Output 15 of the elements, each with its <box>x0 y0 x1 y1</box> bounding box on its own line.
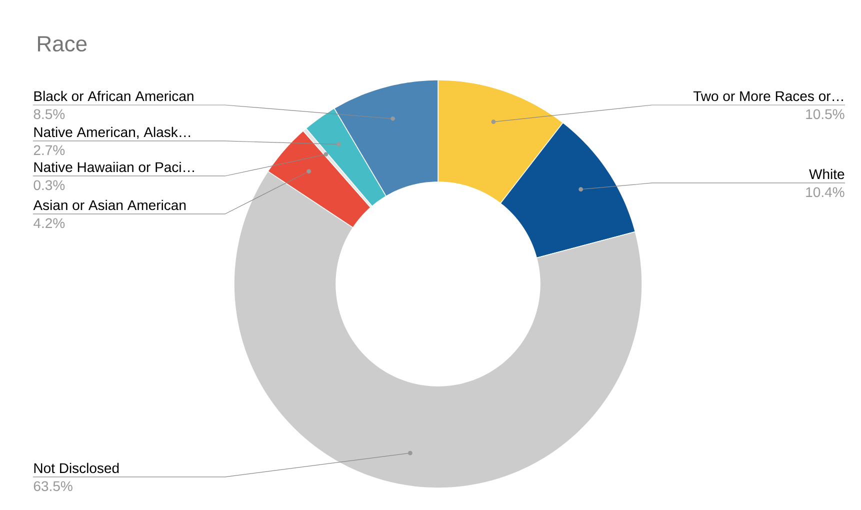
slice-label: White <box>809 168 844 180</box>
slice-label: Asian or Asian American <box>33 200 186 210</box>
slice-label: Not Disclosed <box>34 462 119 474</box>
data-label: 63.5% <box>34 481 72 492</box>
data-label: 4.2% <box>34 218 65 228</box>
data-label: 8.5% <box>34 109 65 120</box>
data-label: 10.4% <box>806 187 844 198</box>
slice-label: Native American, Alask… <box>34 126 190 139</box>
slice-label: Two or More Races or… <box>693 91 843 102</box>
slice-label: Native Hawaiian or Paci… <box>34 162 194 172</box>
data-label: 2.7% <box>34 145 65 156</box>
data-label: 0.3% <box>34 180 65 190</box>
data-label: 10.5% <box>806 109 844 120</box>
slice-label: Black or African American <box>34 90 194 102</box>
chart-title: Race <box>38 36 87 52</box>
